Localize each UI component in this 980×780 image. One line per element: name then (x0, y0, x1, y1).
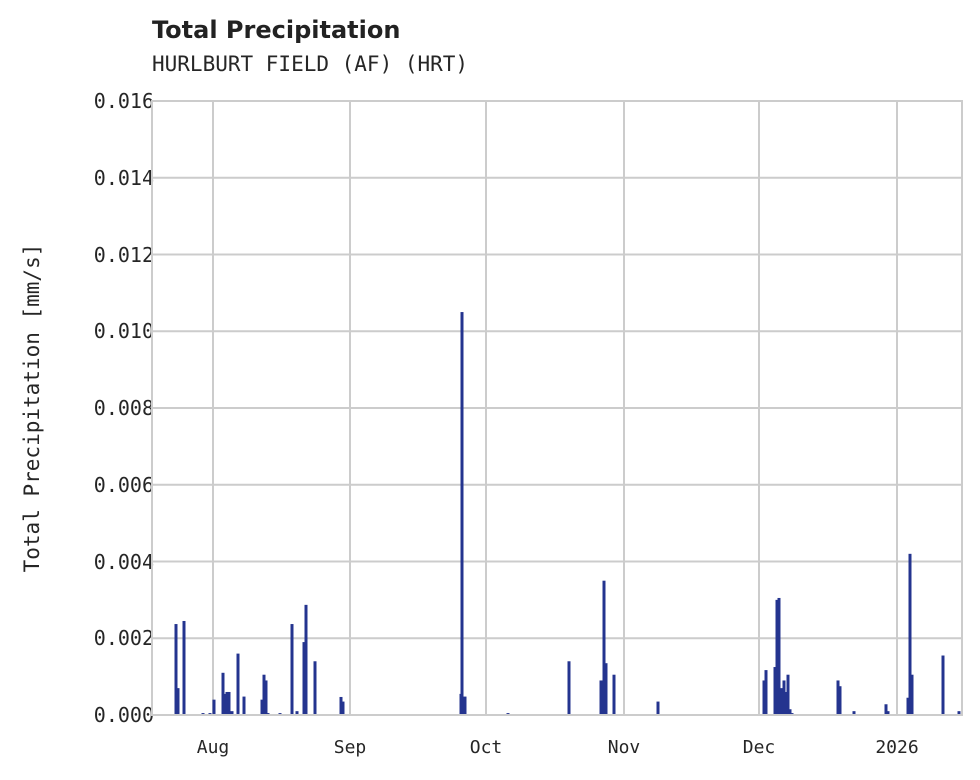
x-tick-label: Sep (333, 737, 367, 758)
precip-bar (786, 674, 790, 715)
x-tick-label: Oct (469, 737, 503, 758)
plot-frame (151, 100, 963, 716)
x-tick-label: Aug (196, 737, 230, 758)
precip-bar (612, 674, 616, 715)
y-tick-label: 0.014 (93, 165, 154, 190)
precip-bar (262, 674, 266, 715)
precip-bar (884, 704, 888, 715)
precip-bar (182, 620, 186, 715)
precip-bar (941, 655, 945, 715)
precip-bar (910, 674, 914, 715)
y-tick-label: 0.000 (93, 703, 154, 727)
x-tick-label: Dec (742, 737, 776, 758)
precip-bar (313, 661, 317, 715)
precip-bar (957, 711, 961, 715)
precip-bar (225, 691, 229, 715)
precip-bar (599, 680, 603, 715)
precip-bar (604, 663, 608, 715)
precip-bar (295, 711, 299, 715)
precip-bar (176, 688, 180, 715)
precip-bar (460, 312, 464, 715)
precip-bar (838, 686, 842, 715)
gridlines (152, 100, 962, 716)
precip-bar (264, 680, 268, 715)
precip-bar (775, 599, 779, 715)
precip-bar (212, 699, 216, 715)
precipitation-bars (174, 312, 961, 715)
y-tick-label: 0.002 (93, 626, 154, 651)
precip-bar (174, 624, 178, 715)
precip-bar (339, 696, 343, 715)
y-tick-label: 0.012 (93, 242, 154, 267)
chart-subtitle: HURLBURT FIELD (AF) (HRT) (152, 52, 469, 76)
y-tick-label: 0.006 (93, 472, 154, 497)
precip-bar (782, 680, 786, 715)
precip-bar (242, 696, 246, 715)
precip-bar (908, 553, 912, 715)
precip-bar (602, 580, 606, 715)
precip-bar (886, 711, 890, 715)
precip-bar (302, 642, 306, 715)
y-tick-label: 0.016 (93, 89, 154, 113)
precip-bar (836, 680, 840, 715)
precip-bar (236, 653, 240, 715)
precip-bar (777, 597, 781, 715)
precip-bar (567, 661, 571, 715)
precip-bar (852, 711, 856, 715)
precip-bar (906, 697, 910, 715)
precip-bar (290, 624, 294, 715)
precip-bar (341, 701, 345, 715)
precip-bar (780, 688, 784, 715)
y-tick-label: 0.010 (93, 319, 154, 344)
y-tick-label: 0.008 (93, 396, 154, 420)
precip-bar (463, 696, 467, 715)
y-tick-label: 0.004 (93, 549, 154, 574)
precip-bar (230, 711, 234, 715)
precip-bar (764, 670, 768, 715)
precip-bar (304, 604, 308, 715)
x-tick-label: Nov (607, 737, 641, 758)
precip-bar (656, 701, 660, 715)
x-tick-label: 2026 (875, 737, 919, 758)
precip-bar (221, 672, 225, 715)
precip-bar (762, 680, 766, 715)
precip-bar (223, 693, 227, 715)
precip-bar (784, 691, 788, 715)
precip-bar (260, 699, 264, 715)
precip-bar (227, 691, 231, 715)
precip-bar (788, 709, 792, 715)
precip-bar (773, 667, 777, 715)
chart-title: Total Precipitation (152, 16, 401, 44)
